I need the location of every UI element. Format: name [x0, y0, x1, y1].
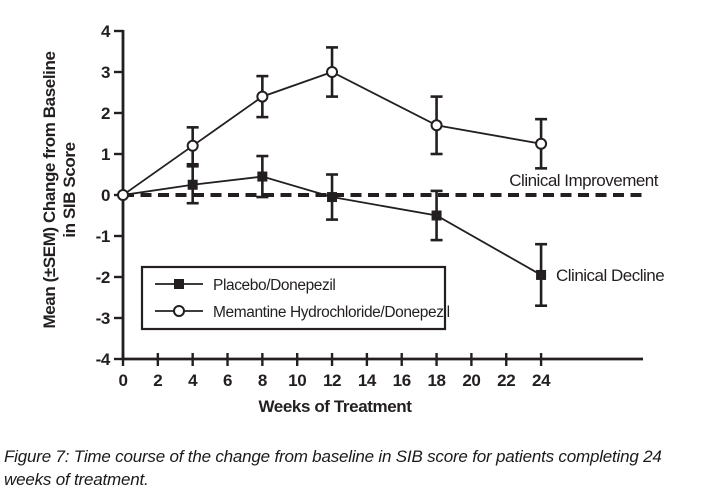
y-axis-title-line2: in SIB Score	[60, 142, 79, 237]
x-tick-label: 2	[153, 371, 162, 390]
annotation-clinical-decline: Clinical Decline	[556, 266, 664, 285]
data-point-square-placebo	[431, 210, 442, 221]
y-tick-label: -3	[96, 309, 110, 328]
x-axis-title: Weeks of Treatment	[258, 397, 412, 416]
series-line-memantine	[122, 71, 542, 196]
x-tick-label: 10	[288, 371, 306, 390]
legend-label-placebo: Placebo/Donepezil	[213, 277, 335, 294]
x-tick-label: 24	[532, 371, 551, 390]
legend-box	[140, 265, 447, 331]
y-tick-label: 4	[101, 22, 111, 41]
data-point-square-placebo	[257, 171, 268, 182]
y-axis-title-line1: Mean (±SEM) Change from Baseline	[40, 51, 59, 328]
y-tick-label: 2	[101, 104, 110, 123]
x-tick-label: 20	[462, 371, 480, 390]
y-tick-label: 1	[101, 145, 110, 164]
y-tick-label: 3	[101, 63, 110, 82]
data-point-circle-memantine	[430, 119, 443, 132]
x-tick-label: 22	[497, 371, 515, 390]
annotation-clinical-improvement: Clinical Improvement	[509, 171, 658, 190]
data-point-circle-memantine	[186, 139, 199, 152]
x-tick-label: 8	[258, 371, 267, 390]
x-tick-label: 4	[188, 371, 198, 390]
series-line-placebo	[122, 175, 542, 276]
x-tick-label: 18	[428, 371, 446, 390]
x-tick-label: 14	[358, 371, 377, 390]
x-tick-label: 0	[118, 371, 127, 390]
data-point-circle-memantine	[117, 189, 129, 201]
y-tick-label: -1	[96, 227, 110, 246]
data-point-circle-memantine	[326, 66, 339, 78]
legend-label-memantine: Memantine Hydrochloride/Donepezil	[213, 304, 450, 321]
data-point-square-placebo	[536, 269, 547, 280]
y-tick-label: -2	[96, 268, 110, 287]
legend-square-marker	[174, 279, 184, 289]
data-point-square-placebo	[327, 192, 338, 203]
legend-circle-marker	[173, 305, 185, 317]
data-point-circle-memantine	[535, 137, 548, 150]
figure-caption: Figure 7: Time course of the change from…	[4, 447, 662, 489]
x-tick-label: 16	[393, 371, 411, 390]
y-tick-label: -4	[96, 350, 111, 369]
x-tick-label: 6	[223, 371, 232, 390]
data-point-circle-memantine	[256, 90, 269, 103]
x-tick-label: 12	[323, 371, 341, 390]
y-tick-label: 0	[101, 186, 110, 205]
data-point-square-placebo	[187, 179, 198, 190]
